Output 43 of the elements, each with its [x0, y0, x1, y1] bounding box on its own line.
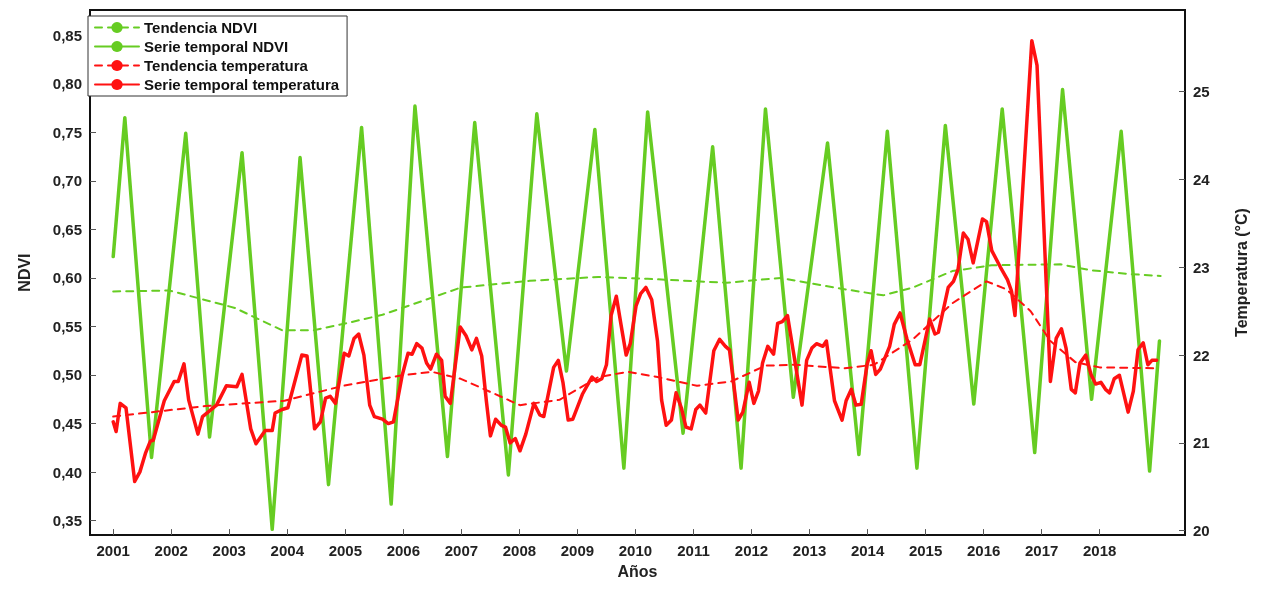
y-tick-label: 0,45 — [52, 414, 82, 432]
x-tick-label: 2010 — [618, 542, 653, 560]
x-tick-label: 2008 — [502, 542, 537, 560]
x-tick-label: 2001 — [96, 542, 130, 560]
y2-tick-label: 20 — [1193, 522, 1210, 540]
y-tick-label: 0,60 — [52, 269, 82, 287]
y2-tick-label: 25 — [1193, 83, 1210, 101]
y-tick-label: 0,55 — [52, 317, 82, 335]
x-tick-label: 2012 — [734, 542, 769, 560]
y-tick-label: 0,70 — [52, 172, 82, 190]
legend-label: Tendencia NDVI — [144, 19, 258, 36]
x-tick-label: 2013 — [792, 542, 827, 560]
x-tick-label: 2015 — [908, 542, 943, 560]
x-tick-label: 2006 — [386, 542, 421, 560]
y-tick-label: 0,50 — [52, 366, 82, 384]
x-tick-label: 2002 — [154, 542, 188, 560]
y-tick-label: 0,35 — [52, 512, 82, 530]
legend-label: Serie temporal temperatura — [144, 76, 340, 93]
y-axis-title: NDVI — [15, 253, 33, 292]
x-tick-label: 2014 — [850, 542, 885, 560]
y-tick-label: 0,65 — [52, 220, 82, 238]
y2-tick-label: 23 — [1193, 258, 1210, 276]
x-tick-label: 2009 — [560, 542, 595, 560]
y2-tick-label: 24 — [1193, 170, 1211, 188]
y-tick-label: 0,80 — [52, 75, 82, 93]
x-tick-label: 2011 — [677, 542, 710, 560]
line-series — [111, 38, 1159, 484]
x-tick-label: 2017 — [1024, 542, 1059, 560]
y-tick-label: 0,85 — [52, 26, 82, 44]
x-tick-label: 2018 — [1083, 542, 1117, 560]
x-tick-label: 2004 — [270, 542, 305, 560]
x-axis-title: Años — [617, 562, 658, 580]
legend-label: Serie temporal NDVI — [144, 38, 289, 55]
x-tick-label: 2016 — [966, 542, 1001, 560]
y2-axis-title: Temperatura (°C) — [1232, 208, 1250, 337]
x-tick-label: 2007 — [444, 542, 479, 560]
y-tick-label: 0,40 — [52, 463, 82, 481]
y2-tick-label: 21 — [1193, 434, 1210, 452]
y-tick-label: 0,75 — [52, 123, 82, 141]
legend-label: Tendencia temperatura — [144, 57, 309, 74]
y2-tick-label: 22 — [1193, 346, 1210, 364]
x-tick-label: 2003 — [212, 542, 246, 560]
x-tick-label: 2005 — [328, 542, 363, 560]
